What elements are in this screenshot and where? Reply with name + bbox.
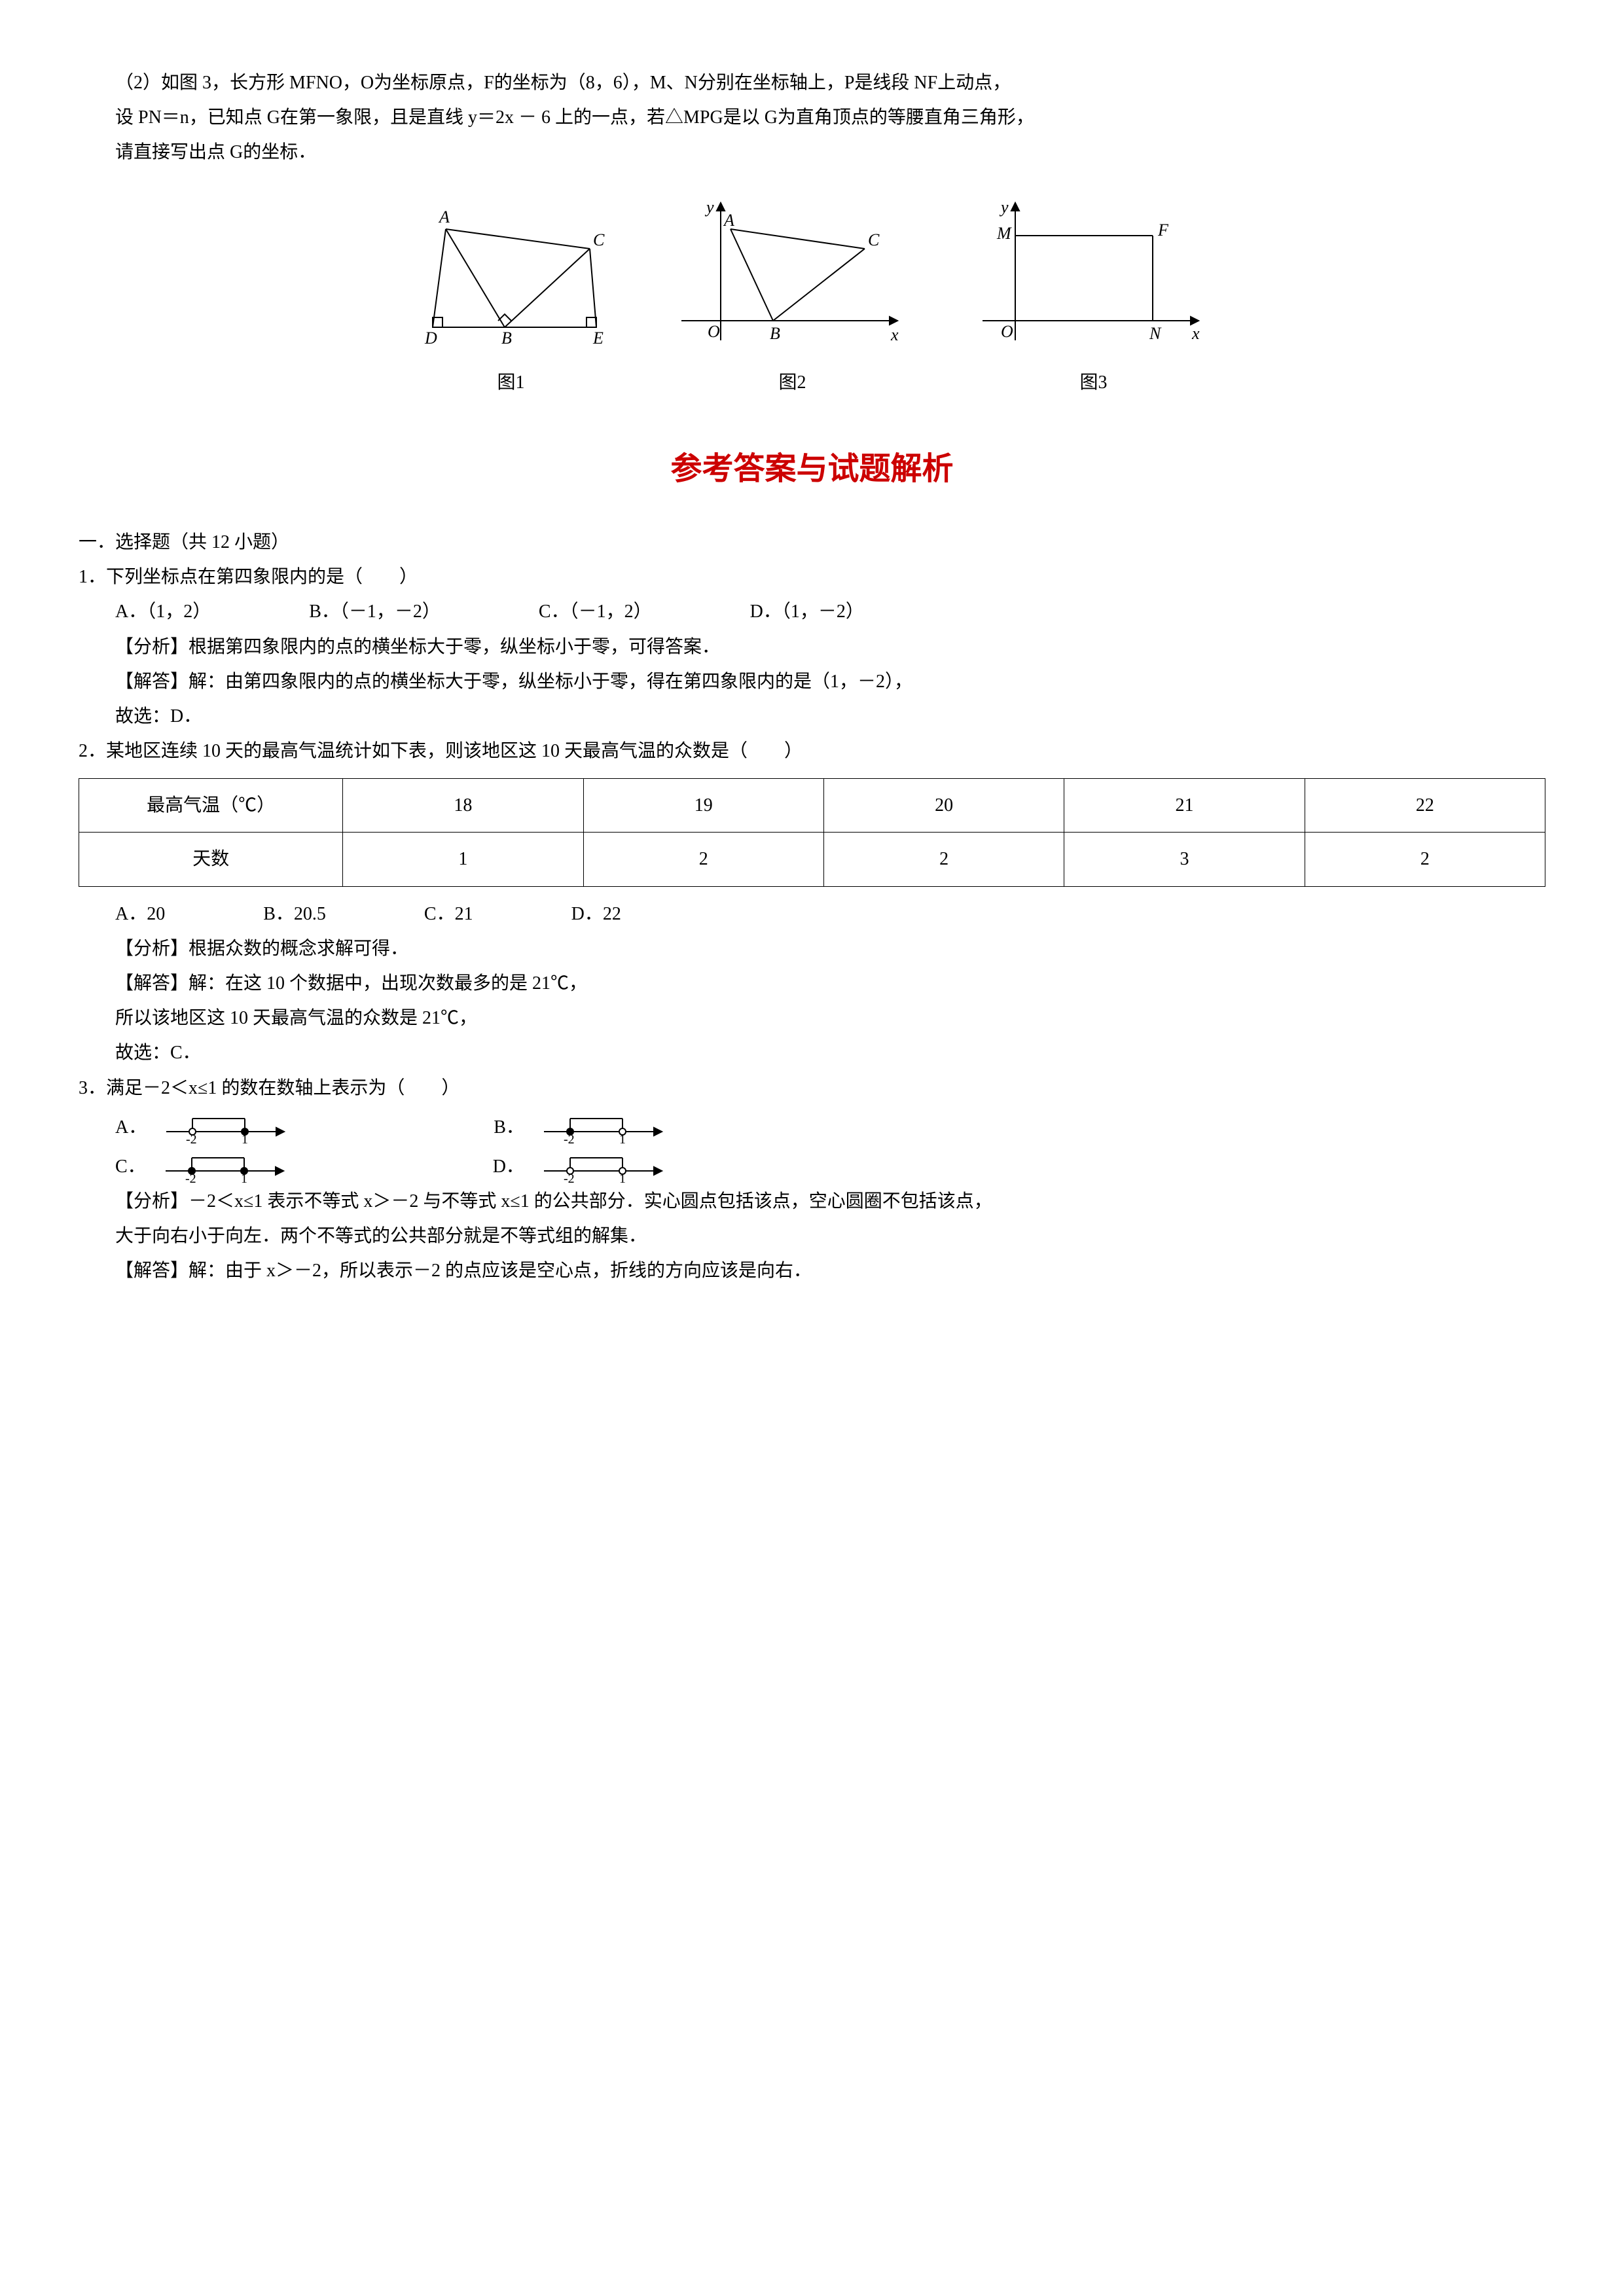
- table-cell: 18: [343, 779, 583, 833]
- svg-text:O: O: [708, 322, 720, 341]
- q1-analysis: 【分析】根据第四象限内的点的横坐标大于零，纵坐标小于零，可得答案．: [79, 630, 1545, 664]
- q3-optD: D． -2 1: [493, 1145, 675, 1184]
- svg-text:1: 1: [619, 1132, 626, 1145]
- table-cell: 1: [343, 833, 583, 886]
- table-cell: 19: [583, 779, 823, 833]
- svg-text:M: M: [996, 224, 1012, 243]
- svg-text:C: C: [593, 230, 605, 249]
- q2-answer: 故选：C．: [79, 1035, 1545, 1070]
- q3-solution: 【解答】解：由于 x＞－2，所以表示－2 的点应该是空心点，折线的方向应该是向右…: [79, 1253, 1545, 1288]
- numberline-c-icon: -2 1: [153, 1145, 297, 1184]
- table-cell: 21: [1064, 779, 1305, 833]
- table-cell: 20: [823, 779, 1064, 833]
- svg-text:A: A: [438, 207, 450, 226]
- svg-text:-2: -2: [564, 1172, 575, 1184]
- problem-line: 请直接写出点 G的坐标．: [79, 135, 1545, 170]
- svg-text:N: N: [1149, 324, 1162, 343]
- table-row: 最高气温（℃） 18 19 20 21 22: [79, 779, 1545, 833]
- figure1-svg: A C D B E: [406, 190, 616, 360]
- figures-row: A C D B E 图1 y: [79, 190, 1545, 400]
- svg-text:B: B: [770, 324, 780, 343]
- svg-text:1: 1: [619, 1172, 626, 1184]
- q1-answer: 故选：D．: [79, 699, 1545, 734]
- q2-optA: A．20: [115, 897, 165, 931]
- svg-text:x: x: [1191, 324, 1200, 343]
- q1-optA: A．（1，2）: [115, 594, 211, 629]
- q2-optC: C．21: [424, 897, 473, 931]
- figure-3: y x O M F N 图3: [969, 190, 1218, 400]
- q1-stem: 1．下列坐标点在第四象限内的是（ ）: [79, 560, 1545, 594]
- numberline-b-icon: -2 1: [531, 1105, 675, 1145]
- svg-text:1: 1: [241, 1172, 247, 1184]
- q2-stem: 2．某地区连续 10 天的最高气温统计如下表，则该地区这 10 天最高气温的众数…: [79, 734, 1545, 768]
- q2-optB: B．20.5: [263, 897, 326, 931]
- table-cell: 22: [1305, 779, 1545, 833]
- svg-text:-2: -2: [185, 1172, 196, 1184]
- svg-text:-2: -2: [564, 1132, 575, 1145]
- q3-optC: C． -2 1: [115, 1145, 297, 1184]
- answer-section-title: 参考答案与试题解析: [79, 439, 1545, 499]
- q2-solution: 所以该地区这 10 天最高气温的众数是 21℃，: [79, 1001, 1545, 1035]
- problem-line: （2）如图 3，长方形 MFNO，O为坐标原点，F的坐标为（8，6），M、N分别…: [79, 65, 1545, 100]
- svg-text:y: y: [704, 198, 714, 217]
- table-cell: 天数: [79, 833, 343, 886]
- q1-solution: 【解答】解：由第四象限内的点的横坐标大于零，纵坐标小于零，得在第四象限内的是（1…: [79, 664, 1545, 699]
- table-cell: 2: [1305, 833, 1545, 886]
- numberline-a-icon: -2 1: [153, 1105, 297, 1145]
- q2-solution: 【解答】解：在这 10 个数据中，出现次数最多的是 21℃，: [79, 966, 1545, 1001]
- q3-optB: B． -2 1: [494, 1105, 675, 1145]
- svg-text:y: y: [999, 198, 1009, 217]
- figure2-label: 图2: [778, 365, 806, 400]
- q1-optD: D．（1，－2）: [750, 594, 864, 629]
- q1-optC: C．（－1，2）: [539, 594, 652, 629]
- table-cell: 2: [583, 833, 823, 886]
- q2-optD: D．22: [571, 897, 621, 931]
- figure1-label: 图1: [497, 365, 524, 400]
- problem-2: （2）如图 3，长方形 MFNO，O为坐标原点，F的坐标为（8，6），M、N分别…: [79, 65, 1545, 170]
- svg-text:1: 1: [242, 1132, 248, 1145]
- section-heading: 一．选择题（共 12 小题）: [79, 525, 1545, 560]
- question-3: 3．满足－2＜x≤1 的数在数轴上表示为（ ） A． -2 1 B．: [79, 1071, 1545, 1289]
- numberline-d-icon: -2 1: [531, 1145, 675, 1184]
- q2-table: 最高气温（℃） 18 19 20 21 22 天数 1 2 2 3 2: [79, 778, 1545, 886]
- question-1: 1．下列坐标点在第四象限内的是（ ） A．（1，2） B．（－1，－2） C．（…: [79, 560, 1545, 734]
- figure3-svg: y x O M F N: [969, 190, 1218, 360]
- figure-2: y x O A B C 图2: [668, 190, 917, 400]
- table-cell: 2: [823, 833, 1064, 886]
- svg-text:C: C: [868, 230, 880, 249]
- svg-text:D: D: [424, 329, 437, 348]
- q2-analysis: 【分析】根据众数的概念求解可得．: [79, 931, 1545, 966]
- table-cell: 3: [1064, 833, 1305, 886]
- figure2-svg: y x O A B C: [668, 190, 917, 360]
- svg-text:O: O: [1001, 322, 1013, 341]
- svg-text:A: A: [723, 211, 734, 230]
- svg-text:F: F: [1157, 221, 1169, 240]
- svg-text:-2: -2: [186, 1132, 197, 1145]
- table-row: 天数 1 2 2 3 2: [79, 833, 1545, 886]
- q3-stem: 3．满足－2＜x≤1 的数在数轴上表示为（ ）: [79, 1071, 1545, 1105]
- q3-optA: A． -2 1: [115, 1105, 297, 1145]
- svg-text:E: E: [592, 329, 604, 348]
- question-2: 2．某地区连续 10 天的最高气温统计如下表，则该地区这 10 天最高气温的众数…: [79, 734, 1545, 1071]
- table-cell: 最高气温（℃）: [79, 779, 343, 833]
- svg-text:x: x: [890, 325, 899, 344]
- figure-1: A C D B E 图1: [406, 190, 616, 400]
- figure3-label: 图3: [1079, 365, 1107, 400]
- q1-optB: B．（－1，－2）: [309, 594, 441, 629]
- problem-line: 设 PN＝n，已知点 G在第一象限，且是直线 y＝2x － 6 上的一点，若△M…: [79, 100, 1545, 135]
- q3-analysis: 【分析】－2＜x≤1 表示不等式 x＞－2 与不等式 x≤1 的公共部分．实心圆…: [79, 1184, 1545, 1219]
- svg-text:B: B: [501, 329, 512, 348]
- q3-analysis2: 大于向右小于向左．两个不等式的公共部分就是不等式组的解集．: [79, 1219, 1545, 1253]
